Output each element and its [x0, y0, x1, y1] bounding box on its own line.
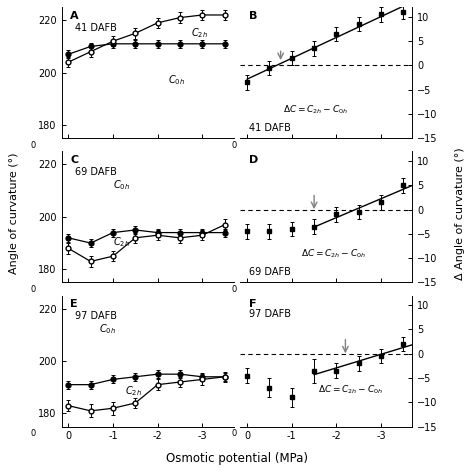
- Text: $\Delta C=C_{2h}-C_{0h}$: $\Delta C=C_{2h}-C_{0h}$: [283, 103, 348, 116]
- Text: 69 DAFB: 69 DAFB: [249, 267, 291, 277]
- Text: Angle of curvature (°): Angle of curvature (°): [9, 153, 19, 274]
- Text: E: E: [70, 300, 78, 310]
- Text: B: B: [249, 11, 257, 21]
- Text: 0: 0: [232, 429, 237, 438]
- Text: $\Delta C=C_{2h}-C_{0h}$: $\Delta C=C_{2h}-C_{0h}$: [318, 383, 383, 396]
- Text: D: D: [249, 155, 258, 165]
- Text: 41 DAFB: 41 DAFB: [75, 23, 117, 33]
- Text: Δ Angle of curvature (°): Δ Angle of curvature (°): [455, 147, 465, 280]
- Text: F: F: [249, 300, 256, 310]
- Text: 0: 0: [31, 141, 36, 150]
- Text: $C_{2h}$: $C_{2h}$: [113, 236, 130, 249]
- Text: 0: 0: [232, 141, 237, 150]
- Text: C: C: [70, 155, 78, 165]
- Text: $C_{0h}$: $C_{0h}$: [168, 73, 185, 87]
- Text: $C_{0h}$: $C_{0h}$: [113, 178, 130, 192]
- Text: $C_{0h}$: $C_{0h}$: [100, 322, 117, 336]
- Text: 0: 0: [31, 429, 36, 438]
- Text: 97 DAFB: 97 DAFB: [249, 309, 291, 319]
- Text: $C_{2h}$: $C_{2h}$: [125, 384, 142, 398]
- Text: 0: 0: [31, 285, 36, 294]
- Text: A: A: [70, 11, 79, 21]
- Text: 97 DAFB: 97 DAFB: [75, 311, 118, 321]
- Text: 41 DAFB: 41 DAFB: [249, 123, 291, 133]
- Text: 0: 0: [232, 285, 237, 294]
- Text: $\Delta C=C_{2h}-C_{0h}$: $\Delta C=C_{2h}-C_{0h}$: [301, 247, 365, 260]
- Text: $C_{2h}$: $C_{2h}$: [191, 26, 208, 40]
- Text: 69 DAFB: 69 DAFB: [75, 167, 117, 177]
- Text: Osmotic potential (MPa): Osmotic potential (MPa): [166, 452, 308, 465]
